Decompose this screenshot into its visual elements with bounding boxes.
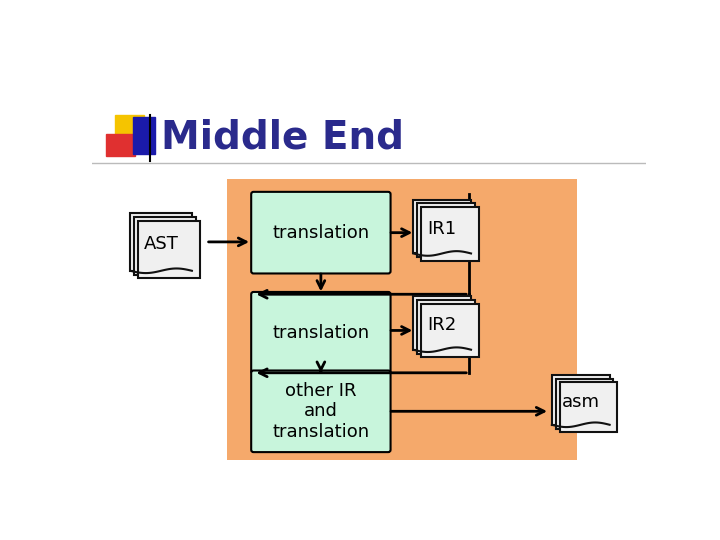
Bar bbox=[133, 117, 155, 154]
Bar bbox=[138, 221, 199, 279]
FancyBboxPatch shape bbox=[251, 192, 390, 273]
Text: translation: translation bbox=[272, 324, 369, 342]
FancyBboxPatch shape bbox=[251, 292, 390, 374]
Text: IR2: IR2 bbox=[428, 316, 456, 334]
Bar bbox=[227, 179, 577, 460]
Bar bbox=[417, 300, 475, 354]
Text: other IR
and
translation: other IR and translation bbox=[272, 381, 369, 441]
Bar bbox=[552, 375, 610, 425]
Bar bbox=[413, 296, 471, 350]
Bar bbox=[134, 217, 196, 275]
FancyBboxPatch shape bbox=[251, 370, 390, 452]
Bar bbox=[413, 200, 471, 253]
Bar bbox=[115, 115, 144, 144]
Bar bbox=[421, 303, 479, 357]
Bar bbox=[556, 379, 613, 429]
Text: IR1: IR1 bbox=[428, 220, 456, 238]
Bar bbox=[130, 213, 192, 271]
Text: AST: AST bbox=[144, 235, 179, 253]
Bar bbox=[559, 382, 617, 433]
Text: Middle End: Middle End bbox=[161, 119, 404, 157]
Bar bbox=[106, 134, 135, 156]
Bar bbox=[417, 204, 475, 257]
Bar bbox=[421, 207, 479, 261]
Text: asm: asm bbox=[562, 393, 600, 411]
Text: translation: translation bbox=[272, 224, 369, 242]
